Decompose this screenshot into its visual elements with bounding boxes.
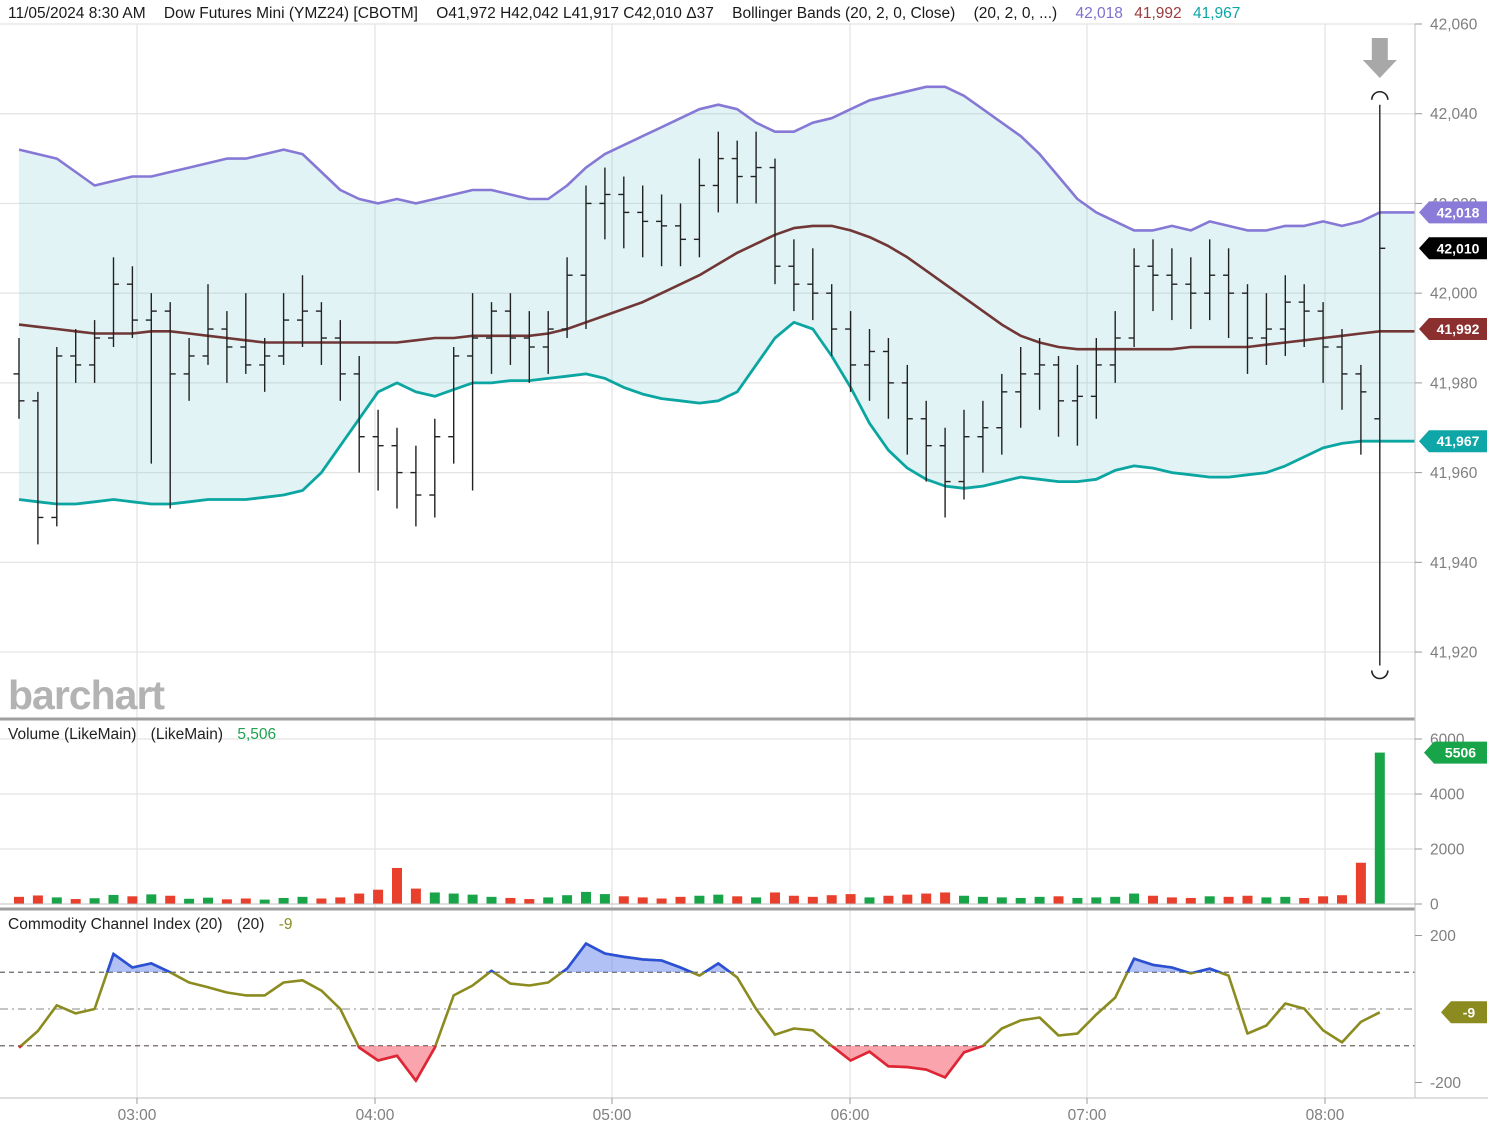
time-axis: 03:00 04:00 05:00 06:00 07:00 08:00 — [0, 1097, 1488, 1124]
volume-pane-title: Volume (LikeMain) (LikeMain) 5,506 — [8, 726, 286, 744]
bollinger-upper-line — [18, 85, 1415, 232]
svg-text:41,940: 41,940 — [1430, 555, 1478, 572]
header-bb-lower-value: 41,967 — [1192, 5, 1241, 22]
cci-title-param: (20) — [236, 916, 265, 933]
svg-text:04:00: 04:00 — [356, 1107, 395, 1124]
svg-text:5506: 5506 — [1445, 745, 1476, 761]
svg-text:200: 200 — [1430, 928, 1456, 945]
header-study-name: Bollinger Bands (20, 2, 0, Close) — [732, 5, 956, 22]
svg-text:05:00: 05:00 — [593, 1107, 632, 1124]
ohlc-bars — [13, 104, 1386, 666]
header-symbol: Dow Futures Mini (YMZ24) [CBOTM] — [163, 5, 418, 22]
cci-oversold-fill — [19, 1045, 1380, 1081]
bollinger-lower-line — [18, 320, 1415, 506]
cci-overbought-fill — [19, 943, 1380, 973]
svg-text:42,010: 42,010 — [1437, 240, 1480, 256]
svg-text:42,040: 42,040 — [1430, 106, 1478, 123]
svg-text:42,060: 42,060 — [1430, 17, 1478, 34]
barchart-logo: barchart — [8, 672, 165, 718]
svg-text:42,000: 42,000 — [1430, 286, 1478, 303]
svg-text:2000: 2000 — [1430, 842, 1465, 859]
right-price-axis: 42,06042,04042,02042,00041,98041,96041,9… — [1414, 0, 1488, 1131]
svg-text:08:00: 08:00 — [1306, 1107, 1345, 1124]
header-bb-middle-value: 41,992 — [1134, 5, 1182, 22]
cci-line — [18, 942, 1381, 1082]
last-bar-annotation — [1371, 91, 1389, 680]
svg-text:41,992: 41,992 — [1437, 321, 1480, 337]
volume-title-param: (LikeMain) — [150, 726, 224, 743]
svg-text:42,018: 42,018 — [1437, 204, 1480, 220]
cci-title: Commodity Channel Index (20) — [8, 916, 223, 933]
svg-text:07:00: 07:00 — [1068, 1107, 1107, 1124]
svg-text:-9: -9 — [1463, 1004, 1476, 1020]
svg-text:41,980: 41,980 — [1430, 375, 1478, 392]
cci-value: -9 — [278, 916, 293, 933]
svg-text:41,967: 41,967 — [1437, 433, 1480, 449]
cci-pane-title: Commodity Channel Index (20) (20) -9 — [8, 916, 303, 934]
svg-text:-200: -200 — [1430, 1075, 1461, 1092]
volume-value: 5,506 — [237, 726, 277, 743]
price-pane[interactable] — [0, 23, 1415, 680]
header-ohlc: O41,972 H42,042 L41,917 C42,010 Δ37 — [436, 5, 714, 22]
pane-divider-1 — [0, 717, 1488, 721]
svg-text:0: 0 — [1430, 897, 1439, 914]
svg-text:41,920: 41,920 — [1430, 645, 1478, 662]
cci-pane[interactable] — [0, 941, 1424, 1084]
down-arrow-icon — [1362, 38, 1397, 78]
header-datetime: 11/05/2024 8:30 AM — [8, 5, 146, 22]
svg-text:06:00: 06:00 — [831, 1107, 870, 1124]
volume-title: Volume (LikeMain) — [8, 726, 137, 743]
svg-text:4000: 4000 — [1430, 787, 1465, 804]
header-bb-upper-value: 42,018 — [1075, 5, 1123, 22]
axis-badges: 42,018 42,010 41,992 41,967 5506 -9 — [1419, 201, 1487, 1024]
svg-text:03:00: 03:00 — [118, 1107, 157, 1124]
chart-header: 11/05/2024 8:30 AM Dow Futures Mini (YMZ… — [8, 5, 1247, 23]
volume-pane[interactable] — [0, 738, 1415, 905]
bollinger-middle-line — [18, 224, 1415, 351]
header-study-params: (20, 2, 0, ...) — [973, 5, 1058, 22]
pane-divider-2 — [0, 907, 1488, 911]
svg-text:41,960: 41,960 — [1430, 465, 1478, 482]
bollinger-fill — [19, 86, 1415, 505]
